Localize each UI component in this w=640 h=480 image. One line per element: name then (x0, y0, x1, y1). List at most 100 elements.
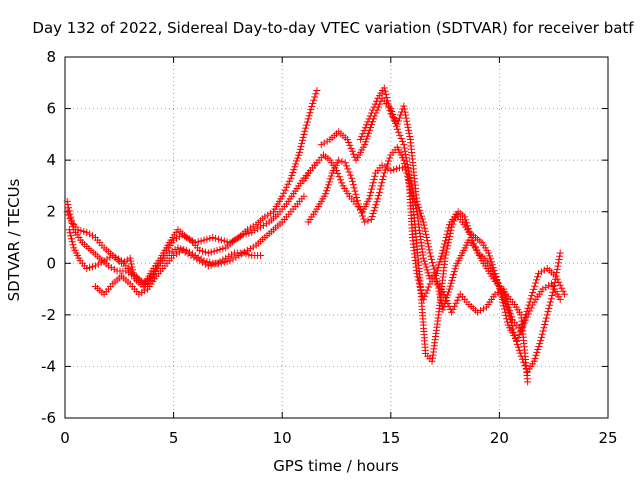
data-point (338, 179, 346, 187)
data-point (477, 307, 485, 315)
data-point (402, 154, 410, 162)
data-point (430, 265, 438, 273)
y-tick-label: 0 (46, 254, 56, 272)
data-point (429, 262, 437, 270)
data-point (178, 246, 186, 254)
plot-frame (64, 56, 609, 419)
data-point (542, 317, 550, 325)
data-point (310, 96, 318, 104)
data-point (243, 226, 251, 234)
data-point (303, 121, 311, 129)
data-point (177, 245, 185, 253)
data-point (553, 265, 561, 273)
data-point (299, 133, 307, 141)
data-point (172, 250, 180, 258)
data-point (541, 321, 549, 329)
data-point (405, 126, 413, 134)
data-point (368, 213, 376, 221)
data-point (439, 306, 447, 314)
data-point (128, 270, 136, 278)
data-point (524, 310, 532, 318)
data-point (190, 253, 198, 261)
data-point (441, 300, 449, 308)
data-point (500, 296, 508, 304)
data-point (83, 228, 91, 236)
data-point (181, 233, 189, 241)
data-point (378, 179, 386, 187)
x-axis-label: GPS time / hours (273, 457, 399, 475)
data-point (298, 139, 306, 147)
data-point (356, 206, 364, 214)
data-point (385, 103, 393, 111)
data-point (425, 246, 433, 254)
data-point (399, 138, 407, 146)
data-point (287, 174, 295, 182)
data-point (344, 165, 352, 173)
data-point (278, 192, 286, 200)
data-point (550, 285, 558, 293)
data-point (246, 224, 254, 232)
data-point (213, 259, 221, 267)
data-point (512, 337, 520, 345)
data-point (486, 255, 494, 263)
data-point (421, 224, 429, 232)
data-point (537, 333, 545, 341)
data-point (312, 90, 320, 98)
data-point (397, 134, 405, 142)
data-point (535, 343, 543, 351)
data-point (380, 169, 388, 177)
data-point (435, 261, 443, 269)
data-point (448, 308, 456, 316)
data-point (508, 322, 516, 330)
data-point (381, 87, 389, 95)
data-point (248, 228, 256, 236)
data-point (372, 201, 380, 209)
data-point (308, 103, 316, 111)
data-point (433, 278, 441, 286)
data-point (187, 252, 195, 260)
data-point (209, 234, 217, 241)
y-tick-label: 4 (46, 151, 56, 169)
data-point (77, 227, 85, 235)
data-point (267, 209, 275, 217)
data-point (546, 298, 554, 306)
data-point (239, 249, 247, 257)
data-point (441, 237, 449, 245)
data-point (204, 262, 212, 270)
data-point (233, 234, 241, 242)
data-point (432, 275, 440, 283)
data-point (170, 236, 178, 244)
data-point (434, 281, 442, 289)
data-point (405, 129, 413, 137)
data-point (530, 285, 538, 293)
data-point (533, 348, 541, 356)
data-point (374, 195, 382, 203)
data-point (300, 130, 308, 138)
data-point (361, 124, 369, 132)
data-point (402, 111, 410, 119)
data-point (362, 138, 370, 146)
data-point (334, 170, 342, 178)
data-point (352, 190, 360, 198)
series-track-h (356, 84, 532, 386)
series-track-d (91, 246, 264, 298)
data-point (376, 185, 384, 193)
data-point (448, 276, 456, 284)
data-point (138, 289, 146, 297)
data-point (406, 177, 414, 185)
data-point (358, 133, 366, 141)
data-point (554, 262, 562, 270)
data-point (379, 175, 387, 183)
data-point (104, 262, 112, 270)
data-point (363, 135, 371, 143)
data-point (536, 340, 544, 348)
data-point (503, 303, 511, 311)
data-point (443, 230, 451, 238)
data-point (400, 102, 408, 110)
data-point (441, 240, 449, 248)
data-point (199, 258, 207, 266)
x-tick-label: 25 (598, 429, 617, 447)
series-track-c (63, 192, 308, 288)
data-point (291, 163, 299, 171)
data-point (418, 212, 426, 220)
